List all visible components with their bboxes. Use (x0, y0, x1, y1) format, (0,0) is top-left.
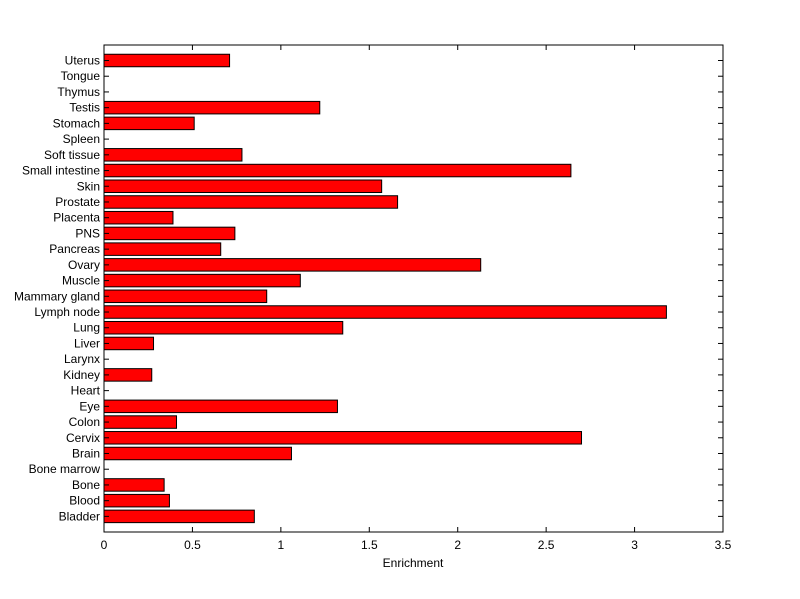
y-tick-label: Kidney (63, 368, 100, 382)
y-tick-label: Colon (69, 415, 100, 429)
y-tick-label: Bone marrow (29, 462, 101, 476)
x-tick-label: 2 (454, 538, 461, 552)
x-tick-label: 1.5 (361, 538, 378, 552)
y-tick-label: Blood (69, 494, 100, 508)
bar-eye (103, 399, 338, 414)
bar-prostate (103, 195, 399, 209)
y-tick-label: Testis (69, 101, 100, 115)
y-tick-label: Bone (72, 478, 100, 492)
y-tick-label: Pancreas (49, 242, 100, 256)
x-tick-label: 0 (101, 538, 108, 552)
x-tick-label: 3.5 (715, 538, 732, 552)
bar-pancreas (103, 242, 222, 256)
y-tick-label: Tongue (61, 69, 101, 83)
x-tick-label: 0.5 (184, 538, 201, 552)
y-tick-label: Placenta (53, 211, 100, 225)
y-tick-label: Uterus (65, 54, 100, 68)
bar-testis (103, 100, 321, 115)
y-tick-label: Heart (71, 384, 101, 398)
bar-lung (103, 320, 344, 335)
y-tick-label: Skin (77, 179, 100, 193)
bar-muscle (103, 273, 301, 288)
y-tick-label: Soft tissue (44, 148, 100, 162)
y-tick-label: Ovary (68, 258, 100, 272)
y-tick-label: Spleen (63, 132, 100, 146)
bar-ovary (103, 258, 482, 272)
x-tick-label: 2.5 (538, 538, 555, 552)
bar-placenta (103, 210, 174, 225)
bar-stomach (103, 116, 195, 131)
y-tick-label: Prostate (55, 195, 100, 209)
bar-mammary-gland (103, 289, 268, 304)
y-tick-label: Bladder (59, 509, 100, 523)
y-tick-label: PNS (75, 226, 100, 240)
x-tick-label: 3 (631, 538, 638, 552)
bar-blood (103, 493, 170, 508)
bar-uterus (103, 53, 231, 68)
plot-area-frame (103, 44, 724, 533)
bar-pns (103, 226, 236, 241)
y-tick-label: Small intestine (22, 164, 100, 178)
bar-skin (103, 179, 383, 194)
y-tick-label: Mammary gland (14, 289, 100, 303)
y-tick-label: Larynx (64, 352, 100, 366)
bar-liver (103, 336, 155, 351)
bar-soft-tissue (103, 148, 243, 162)
bar-brain (103, 446, 292, 461)
bar-lymph-node (103, 305, 667, 319)
x-tick-label: 1 (278, 538, 285, 552)
bar-cervix (103, 431, 583, 445)
y-tick-label: Eye (79, 399, 100, 413)
tick-group (103, 45, 724, 532)
bar-small-intestine (103, 163, 572, 178)
y-tick-label: Cervix (66, 431, 100, 445)
y-tick-label: Lymph node (34, 305, 100, 319)
x-axis-label: Enrichment (383, 556, 444, 570)
y-tick-label: Lung (73, 321, 100, 335)
y-tick-label: Liver (74, 336, 100, 350)
bar-colon (103, 415, 178, 429)
y-tick-label: Brain (72, 447, 100, 461)
y-tick-label: Thymus (57, 85, 100, 99)
bar-kidney (103, 368, 153, 382)
bar-bone (103, 478, 165, 492)
y-tick-label: Muscle (62, 274, 100, 288)
bar-bladder (103, 509, 255, 524)
y-tick-label: Stomach (53, 116, 100, 130)
